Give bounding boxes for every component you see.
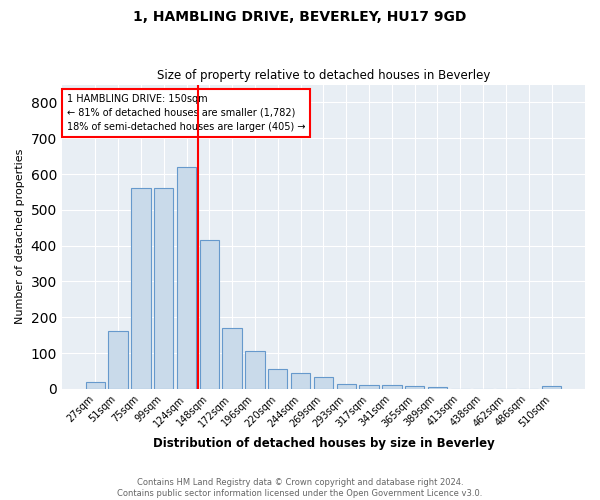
Text: 1 HAMBLING DRIVE: 150sqm
← 81% of detached houses are smaller (1,782)
18% of sem: 1 HAMBLING DRIVE: 150sqm ← 81% of detach… (67, 94, 305, 132)
Bar (245, 352, 265, 389)
Bar (542, 386, 561, 389)
Bar (86, 382, 105, 389)
Bar (200, 240, 219, 389)
Bar (314, 378, 333, 389)
Bar (382, 386, 401, 389)
Bar (337, 384, 356, 389)
Bar (359, 386, 379, 389)
Bar (268, 369, 287, 389)
Title: Size of property relative to detached houses in Beverley: Size of property relative to detached ho… (157, 69, 490, 82)
X-axis label: Distribution of detached houses by size in Beverley: Distribution of detached houses by size … (152, 437, 494, 450)
Text: 1, HAMBLING DRIVE, BEVERLEY, HU17 9GD: 1, HAMBLING DRIVE, BEVERLEY, HU17 9GD (133, 10, 467, 24)
Y-axis label: Number of detached properties: Number of detached properties (15, 149, 25, 324)
Bar (405, 386, 424, 389)
Bar (131, 188, 151, 389)
Bar (154, 188, 173, 389)
Bar (223, 328, 242, 389)
Bar (428, 387, 447, 389)
Bar (291, 374, 310, 389)
Text: Contains HM Land Registry data © Crown copyright and database right 2024.
Contai: Contains HM Land Registry data © Crown c… (118, 478, 482, 498)
Bar (177, 167, 196, 389)
Bar (109, 330, 128, 389)
